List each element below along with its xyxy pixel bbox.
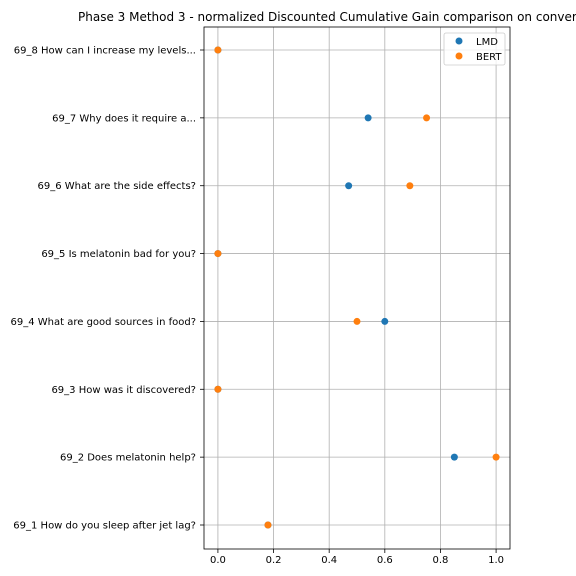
legend-marker-lmd <box>455 37 463 45</box>
x-tick-label: 0.0 <box>210 555 226 566</box>
x-tick-label: 0.4 <box>321 555 337 566</box>
y-tick-label: 69_7 Why does it require a... <box>52 113 196 124</box>
point-bert <box>406 182 414 190</box>
y-tick-label: 69_2 Does melatonin help? <box>60 453 196 464</box>
point-lmd <box>381 317 389 325</box>
y-tick-label: 69_1 How do you sleep after jet lag? <box>13 521 196 532</box>
plot-frame <box>203 26 511 550</box>
point-bert <box>264 521 272 529</box>
y-tick-label: 69_6 What are the side effects? <box>38 181 196 192</box>
chart-title: Phase 3 Method 3 - normalized Discounted… <box>78 10 576 24</box>
y-tick-label: 69_5 Is melatonin bad for you? <box>41 249 196 260</box>
y-tick-label: 69_3 How was it discovered? <box>51 385 196 396</box>
point-bert <box>353 317 361 325</box>
point-bert <box>214 46 222 54</box>
legend-label-bert: BERT <box>476 52 502 63</box>
x-tick-label: 0.8 <box>433 555 449 566</box>
point-bert <box>492 453 500 461</box>
grid <box>204 27 510 549</box>
point-lmd <box>450 453 458 461</box>
point-lmd <box>345 182 353 190</box>
legend: LMD BERT <box>443 32 506 66</box>
point-bert <box>423 114 431 122</box>
y-tick-label: 69_8 How can I increase my levels... <box>14 46 196 57</box>
data-points <box>214 46 500 529</box>
point-bert <box>214 250 222 258</box>
y-tick-label: 69_4 What are good sources in food? <box>11 317 196 328</box>
x-tick-label: 0.6 <box>377 555 393 566</box>
x-tick-label: 1.0 <box>488 555 504 566</box>
axis-ticks: 0.0 0.2 0.4 0.6 0.8 1.0 69_1 How do you sleep … <box>11 46 505 567</box>
point-lmd <box>364 114 372 122</box>
x-tick-label: 0.2 <box>266 555 282 566</box>
legend-label-lmd: LMD <box>476 37 498 48</box>
point-bert <box>214 385 222 393</box>
legend-marker-bert <box>455 52 463 60</box>
